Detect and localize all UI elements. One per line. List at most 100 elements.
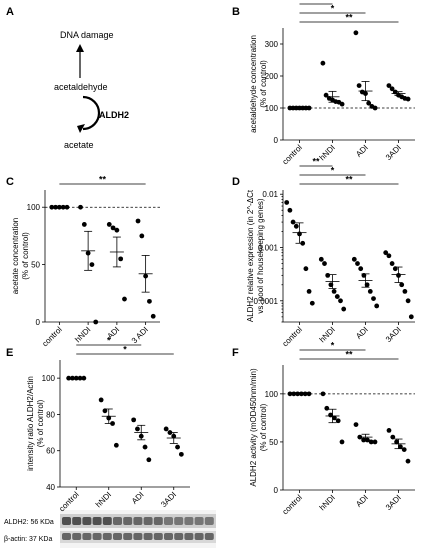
- significance-label: **: [312, 157, 320, 167]
- data-point: [339, 101, 345, 107]
- data-point: [335, 418, 341, 424]
- data-point: [147, 298, 152, 304]
- x-tick-label: control: [281, 325, 305, 349]
- x-tick-label: 3ADI: [159, 490, 178, 509]
- data-point: [386, 83, 392, 88]
- blot-band-aldh2: [143, 517, 153, 525]
- y-tick-label: 100: [265, 390, 279, 399]
- blot-band-aldh2: [113, 517, 122, 525]
- data-point: [358, 266, 364, 272]
- y-axis-label-line2: (% of control): [259, 403, 268, 451]
- blot-band-aldh2: [204, 517, 214, 525]
- data-point: [371, 296, 376, 301]
- data-point: [405, 298, 411, 304]
- blot-band-aldh2: [92, 517, 102, 525]
- data-point: [372, 439, 378, 445]
- acetaldehyde-label: acetaldehyde: [54, 82, 108, 92]
- x-tick-label: control: [281, 143, 305, 167]
- blot-band-aldh2: [123, 517, 133, 525]
- data-point: [135, 426, 140, 432]
- data-point: [328, 282, 334, 288]
- data-point: [334, 294, 340, 299]
- blot-label-aldh2: ALDH2: 56 KDa: [4, 519, 54, 526]
- data-point: [98, 397, 104, 403]
- data-point: [408, 314, 414, 320]
- data-point: [389, 86, 395, 92]
- data-point: [163, 426, 169, 432]
- significance-label: **: [345, 175, 353, 185]
- data-point: [306, 105, 312, 111]
- y-tick-label: 50: [31, 261, 40, 270]
- panel-e: E 40 60 80 100 control hNDI ADI 3ADI intensity ra…: [6, 336, 190, 513]
- data-point: [323, 92, 329, 98]
- x-tick-label: ADI: [130, 490, 146, 506]
- blot-band-aldh2: [153, 517, 163, 525]
- y-tick-label: 100: [27, 203, 41, 212]
- x-tick-label: hNDI: [94, 490, 113, 509]
- panel-letter: E: [6, 347, 13, 359]
- blot-band-aldh2: [164, 517, 173, 525]
- data-point: [398, 444, 403, 450]
- y-tick-label: 60: [46, 447, 55, 456]
- y-axis-label-line2: (% of control): [259, 60, 268, 108]
- blot-band-actin: [194, 533, 204, 540]
- panel-letter: F: [232, 347, 239, 359]
- y-axis-label-line1: acetaldehyde concentration: [249, 35, 258, 133]
- x-tick-label: control: [40, 325, 64, 349]
- x-tick-label: 3ADI: [384, 143, 403, 162]
- x-tick-label: ADI: [354, 325, 370, 341]
- data-point: [290, 219, 296, 225]
- data-point: [78, 204, 83, 210]
- y-axis-label: intensity ratio ALDH2/Actin(% of control…: [26, 376, 45, 471]
- data-point: [113, 442, 119, 448]
- data-point: [142, 444, 148, 450]
- y-axis-label-line1: ALDH2 relative expression (in 2^-ΔCt: [246, 189, 255, 322]
- x-tick-label: 3 ADI: [130, 325, 150, 345]
- data-point: [306, 391, 312, 397]
- x-tick-label: ADI: [354, 143, 370, 159]
- blot-band-actin: [204, 533, 214, 540]
- blot-band-actin: [174, 533, 184, 540]
- data-point: [353, 30, 359, 36]
- y-tick-label: 0.0001: [254, 297, 279, 306]
- data-point: [355, 261, 360, 266]
- x-tick-label: ADI: [354, 493, 370, 509]
- data-point: [372, 105, 378, 111]
- blot-band-actin: [123, 533, 133, 540]
- data-point: [325, 272, 331, 278]
- significance-label: *: [331, 4, 335, 14]
- y-tick-label: 100: [42, 374, 56, 383]
- data-point: [386, 427, 392, 433]
- blot-band-aldh2: [72, 517, 82, 525]
- y-axis-label-line2: vs. pool of housekeeping genes): [256, 198, 265, 314]
- data-point: [399, 282, 405, 288]
- y-tick-label: 80: [46, 410, 55, 419]
- blot-band-actin: [133, 533, 143, 540]
- curved-arrow-head: [77, 124, 85, 133]
- data-point: [287, 207, 293, 213]
- data-point: [367, 289, 373, 294]
- significance-label: *: [123, 345, 127, 355]
- blot-band-aldh2: [194, 517, 204, 525]
- data-point: [49, 204, 55, 210]
- y-tick-label: 100: [265, 104, 279, 113]
- y-axis-label-line1: ALDH2 activity (mOD450nm/min): [249, 368, 258, 487]
- data-point: [390, 434, 396, 440]
- blot-band-aldh2: [82, 517, 92, 525]
- data-point: [332, 415, 337, 421]
- y-tick-label: 300: [265, 40, 279, 49]
- data-point: [389, 261, 395, 266]
- data-point: [287, 391, 293, 397]
- enzyme-label: ALDH2: [99, 110, 129, 120]
- data-point: [331, 289, 337, 294]
- significance-label: *: [314, 0, 318, 5]
- panel-letter: D: [232, 176, 240, 188]
- x-tick-label: 3ADI: [384, 493, 403, 512]
- panel-letter: B: [232, 6, 240, 18]
- y-axis-label: acetate concentration(% of control): [11, 218, 30, 295]
- x-tick-label: hNDI: [318, 143, 337, 162]
- data-point: [320, 60, 326, 66]
